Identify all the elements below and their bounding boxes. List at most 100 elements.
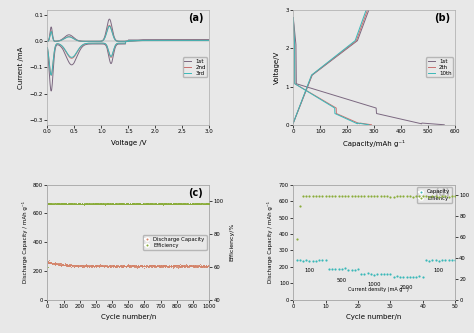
Discharge Capacity [95, 262, 102, 268]
Discharge Capacity [171, 263, 179, 268]
Discharge Capacity [173, 263, 180, 268]
Discharge Capacity [68, 263, 76, 268]
Efficiency [116, 201, 123, 206]
Discharge Capacity [195, 264, 202, 269]
Discharge Capacity [106, 264, 113, 269]
Discharge Capacity [45, 258, 53, 263]
Efficiency [175, 200, 183, 206]
Efficiency [129, 201, 137, 207]
Discharge Capacity [150, 263, 158, 268]
Discharge Capacity [168, 263, 176, 269]
Efficiency [199, 201, 207, 206]
Efficiency [49, 201, 57, 206]
Discharge Capacity [158, 264, 165, 269]
Discharge Capacity [107, 263, 114, 268]
Efficiency [106, 201, 114, 206]
Discharge Capacity [48, 261, 56, 267]
Discharge Capacity [47, 260, 55, 265]
Efficiency [93, 200, 100, 206]
Discharge Capacity [49, 261, 57, 266]
Discharge Capacity [58, 263, 65, 268]
Efficiency [182, 201, 190, 206]
Discharge Capacity [48, 261, 56, 266]
Efficiency [145, 201, 153, 206]
Efficiency [127, 200, 134, 206]
Discharge Capacity [201, 262, 208, 268]
Discharge Capacity [205, 264, 213, 269]
Discharge Capacity [164, 263, 172, 269]
Efficiency [69, 201, 76, 206]
Discharge Capacity [117, 263, 124, 268]
Discharge Capacity [111, 263, 118, 268]
Efficiency [189, 201, 196, 206]
1st [154, 38, 160, 42]
Efficiency [50, 201, 57, 206]
Efficiency [82, 200, 90, 206]
X-axis label: Capacity/mAh g⁻¹: Capacity/mAh g⁻¹ [343, 140, 405, 147]
Efficiency [190, 201, 198, 206]
Efficiency [81, 201, 89, 206]
Efficiency [135, 201, 142, 207]
Efficiency [151, 201, 159, 206]
Efficiency [91, 200, 99, 206]
Discharge Capacity [144, 263, 151, 268]
Efficiency [60, 201, 67, 207]
Discharge Capacity [196, 263, 203, 269]
Discharge Capacity [201, 263, 208, 268]
Discharge Capacity [56, 261, 64, 266]
Discharge Capacity [177, 263, 184, 269]
Discharge Capacity [155, 264, 162, 270]
Discharge Capacity [95, 263, 102, 268]
Efficiency [118, 201, 126, 207]
Discharge Capacity [178, 263, 186, 269]
Efficiency [113, 201, 120, 206]
Discharge Capacity [117, 263, 125, 268]
Efficiency [51, 201, 59, 206]
Efficiency [66, 201, 73, 206]
2th [347, 118, 353, 122]
Discharge Capacity [129, 263, 137, 268]
Efficiency [76, 200, 84, 206]
Discharge Capacity [112, 264, 120, 269]
Discharge Capacity [177, 262, 185, 268]
Efficiency [199, 200, 206, 206]
Discharge Capacity [192, 263, 200, 268]
Efficiency [147, 201, 155, 206]
Efficiency [55, 201, 63, 206]
Efficiency [47, 201, 55, 206]
Discharge Capacity [110, 262, 118, 267]
Efficiency [151, 201, 158, 206]
Discharge Capacity [161, 262, 169, 268]
Discharge Capacity [190, 263, 198, 268]
Efficiency [58, 201, 66, 206]
Efficiency [193, 201, 201, 206]
Efficiency [87, 201, 94, 206]
Efficiency [146, 201, 154, 206]
Discharge Capacity [177, 261, 184, 267]
Discharge Capacity [90, 264, 98, 269]
Efficiency [56, 201, 64, 207]
Y-axis label: Voltage/V: Voltage/V [274, 51, 280, 84]
Discharge Capacity [131, 263, 138, 269]
Efficiency [199, 201, 207, 206]
Discharge Capacity [185, 263, 193, 268]
Discharge Capacity [119, 263, 127, 268]
Effiency [315, 193, 323, 198]
Discharge Capacity [146, 263, 153, 268]
Discharge Capacity [157, 263, 165, 269]
Efficiency [156, 201, 164, 207]
Efficiency [181, 201, 189, 206]
Discharge Capacity [199, 264, 206, 269]
Discharge Capacity [55, 261, 63, 266]
Discharge Capacity [128, 263, 136, 268]
Efficiency [85, 201, 92, 207]
Efficiency [64, 201, 71, 206]
Efficiency [83, 201, 91, 206]
Efficiency [155, 201, 162, 206]
Efficiency [170, 201, 178, 206]
Efficiency [112, 201, 119, 206]
Discharge Capacity [75, 264, 82, 269]
Efficiency [193, 201, 201, 206]
Discharge Capacity [47, 260, 55, 265]
Discharge Capacity [164, 263, 172, 268]
